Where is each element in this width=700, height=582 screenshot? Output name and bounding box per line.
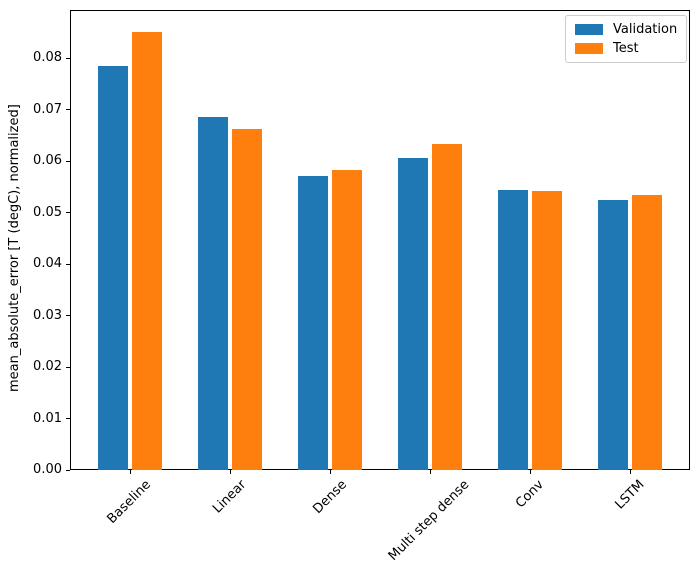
- x-tick-mark: [629, 470, 631, 474]
- x-tick-mark: [129, 470, 131, 474]
- x-tick-mark: [229, 470, 231, 474]
- bar-validation-baseline: [98, 66, 128, 470]
- x-tick-label: LSTM: [612, 477, 648, 513]
- bar-validation-multi-step-dense: [398, 157, 428, 470]
- x-tick-label: Dense: [309, 477, 350, 517]
- bar-test-dense: [332, 170, 362, 470]
- legend-label-test: Test: [613, 40, 639, 56]
- y-tick-mark: [66, 109, 70, 111]
- bar-test-lstm: [632, 195, 662, 470]
- y-tick-label: 0.03: [33, 307, 62, 323]
- x-tick-mark: [329, 470, 331, 474]
- y-tick-mark: [66, 366, 70, 368]
- y-tick-mark: [66, 160, 70, 162]
- x-tick-label: Multi step dense: [386, 477, 473, 564]
- x-tick-label: Linear: [209, 477, 250, 517]
- y-tick-mark: [66, 315, 70, 317]
- legend-swatch-test: [575, 43, 603, 54]
- legend: Validation Test: [565, 15, 688, 63]
- x-tick-mark: [529, 470, 531, 474]
- bar-test-baseline: [132, 31, 162, 470]
- bar-validation-linear: [198, 117, 228, 470]
- x-tick-label: Baseline: [104, 477, 155, 527]
- y-tick-label: 0.00: [33, 462, 62, 477]
- y-tick-label: 0.07: [33, 101, 62, 117]
- y-tick-label: 0.08: [33, 50, 62, 66]
- y-tick-label: 0.02: [33, 359, 62, 375]
- y-axis-label: mean_absolute_error [T (degC), normalize…: [7, 104, 22, 392]
- y-tick-mark: [66, 57, 70, 59]
- y-tick-label: 0.05: [33, 204, 62, 220]
- y-tick-mark: [66, 469, 70, 471]
- bar-test-linear: [232, 128, 262, 470]
- x-tick-mark: [429, 470, 431, 474]
- legend-item-validation: Validation: [575, 20, 677, 39]
- x-tick-label: Conv: [512, 477, 547, 512]
- y-tick-mark: [66, 212, 70, 214]
- bar-validation-lstm: [598, 200, 628, 470]
- y-tick-label: 0.01: [33, 410, 62, 426]
- legend-item-test: Test: [575, 39, 677, 58]
- bar-validation-dense: [298, 176, 328, 470]
- legend-label-validation: Validation: [613, 21, 678, 37]
- bar-validation-conv: [498, 189, 528, 470]
- plot-area: [70, 10, 690, 470]
- y-tick-label: 0.04: [33, 256, 62, 272]
- legend-swatch-validation: [575, 24, 603, 35]
- y-tick-mark: [66, 263, 70, 265]
- bar-test-conv: [532, 190, 562, 470]
- y-tick-label: 0.06: [33, 153, 62, 169]
- y-tick-mark: [66, 418, 70, 420]
- bar-test-multi-step-dense: [432, 143, 462, 470]
